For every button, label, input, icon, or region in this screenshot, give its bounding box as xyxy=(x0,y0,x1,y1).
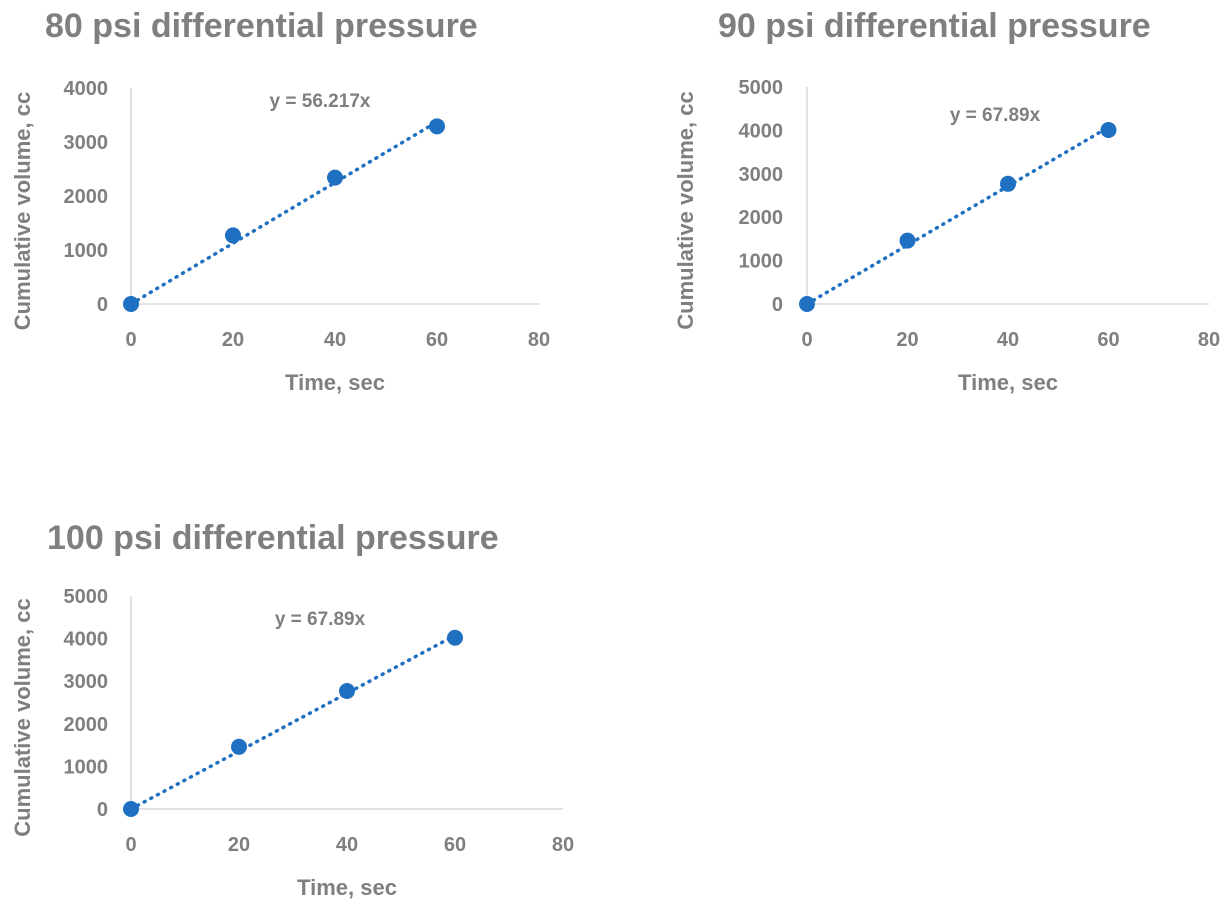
y-tick-label-80psi: 3000 xyxy=(64,132,109,154)
y-axis-title-80psi: Cumulative volume, cc xyxy=(10,92,35,330)
trendline-100psi xyxy=(129,633,457,811)
y-tick-label-80psi: 0 xyxy=(97,294,108,316)
data-point-100psi xyxy=(231,738,247,755)
data-point-100psi xyxy=(339,682,355,699)
y-tick-label-100psi: 3000 xyxy=(64,671,109,693)
trendline-80psi xyxy=(129,120,439,306)
trendline-equation-80psi: y = 56.217x xyxy=(270,91,371,112)
data-point-80psi xyxy=(429,118,445,135)
x-tick-label-90psi: 20 xyxy=(896,329,918,351)
x-tick-label-80psi: 40 xyxy=(324,329,346,351)
data-point-90psi xyxy=(1100,121,1117,138)
data-point-80psi xyxy=(225,227,241,244)
chart-title-80psi: 80 psi differential pressure xyxy=(45,7,478,45)
x-tick-label-80psi: 20 xyxy=(222,329,244,351)
y-tick-label-100psi: 4000 xyxy=(64,629,109,651)
y-tick-label-80psi: 4000 xyxy=(64,78,109,100)
chart-panel-80psi: 80 psi differential pressure 0 20 40 60 80 0 10… xyxy=(10,7,550,395)
x-tick-label-90psi: 0 xyxy=(801,329,812,351)
y-tick-label-100psi: 5000 xyxy=(64,586,109,608)
trendline-equation-100psi: y = 67.89x xyxy=(275,609,366,630)
x-tick-label-100psi: 0 xyxy=(125,834,136,856)
y-tick-label-90psi: 4000 xyxy=(739,120,784,142)
data-point-90psi xyxy=(899,232,916,249)
data-point-90psi xyxy=(1000,175,1016,192)
y-tick-label-90psi: 5000 xyxy=(739,77,784,99)
chart-panel-90psi: 90 psi differential pressure 0 20 40 60 80 0 10… xyxy=(673,7,1220,395)
y-axis-title-90psi: Cumulative volume, cc xyxy=(673,91,698,329)
data-point-80psi xyxy=(123,296,139,312)
data-point-100psi xyxy=(447,629,463,646)
trendline-equation-90psi: y = 67.89x xyxy=(950,105,1041,126)
y-tick-label-90psi: 3000 xyxy=(739,164,784,186)
y-tick-label-80psi: 2000 xyxy=(64,186,109,208)
x-tick-label-100psi: 20 xyxy=(228,834,250,856)
x-tick-label-100psi: 60 xyxy=(444,834,466,856)
x-tick-label-90psi: 60 xyxy=(1097,329,1119,351)
x-tick-label-80psi: 0 xyxy=(125,329,136,351)
trendline-90psi xyxy=(805,125,1111,306)
x-tick-label-80psi: 60 xyxy=(426,329,448,351)
y-tick-label-100psi: 1000 xyxy=(64,756,109,778)
y-tick-label-90psi: 0 xyxy=(772,294,783,316)
chart-title-100psi: 100 psi differential pressure xyxy=(47,519,499,557)
x-axis-title-80psi: Time, sec xyxy=(285,370,385,395)
y-tick-label-90psi: 2000 xyxy=(739,207,784,229)
x-tick-label-100psi: 80 xyxy=(552,834,574,856)
y-tick-label-100psi: 0 xyxy=(97,799,108,821)
y-tick-label-90psi: 1000 xyxy=(739,251,784,273)
x-axis-title-100psi: Time, sec xyxy=(297,875,397,900)
x-axis-title-90psi: Time, sec xyxy=(958,370,1058,395)
data-point-80psi xyxy=(327,169,343,186)
y-tick-label-100psi: 2000 xyxy=(64,714,109,736)
x-tick-label-100psi: 40 xyxy=(336,834,358,856)
chart-panel-100psi: 100 psi differential pressure 0 20 40 60 80 0 1… xyxy=(10,519,574,900)
x-tick-label-90psi: 40 xyxy=(997,329,1019,351)
chart-title-90psi: 90 psi differential pressure xyxy=(718,7,1151,45)
data-point-90psi xyxy=(799,296,815,312)
x-tick-label-80psi: 80 xyxy=(528,329,550,351)
y-tick-label-80psi: 1000 xyxy=(64,240,109,262)
x-tick-label-90psi: 80 xyxy=(1198,329,1220,351)
y-axis-title-100psi: Cumulative volume, cc xyxy=(10,598,35,836)
data-point-100psi xyxy=(123,801,139,817)
